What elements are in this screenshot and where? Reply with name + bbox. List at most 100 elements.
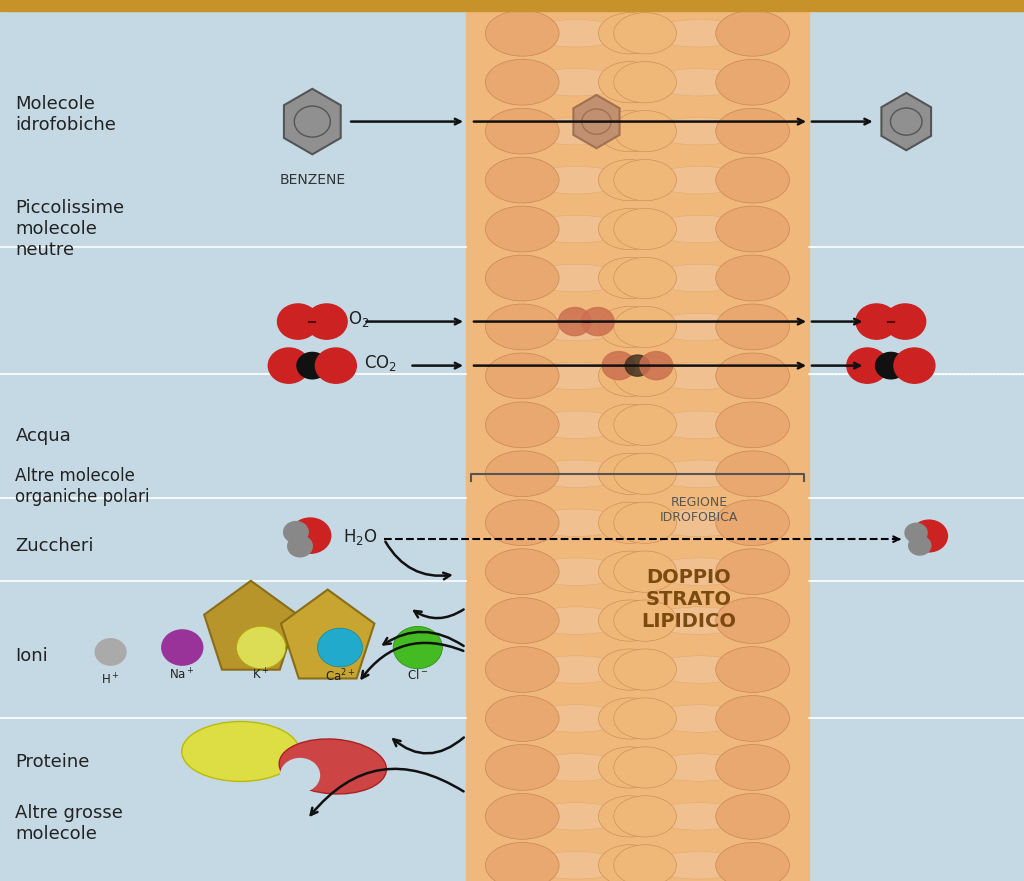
Ellipse shape	[485, 842, 559, 881]
Ellipse shape	[613, 698, 677, 739]
Ellipse shape	[527, 460, 625, 487]
Ellipse shape	[598, 209, 662, 249]
Text: Acqua: Acqua	[15, 427, 71, 445]
Ellipse shape	[650, 607, 748, 634]
Text: DOPPIO
STRATO
LIPIDICO: DOPPIO STRATO LIPIDICO	[641, 567, 736, 631]
Ellipse shape	[613, 0, 677, 5]
Polygon shape	[284, 89, 341, 154]
Circle shape	[905, 523, 927, 543]
Ellipse shape	[613, 257, 677, 299]
Ellipse shape	[527, 362, 625, 389]
FancyArrowPatch shape	[385, 542, 451, 580]
Text: O$_2$: O$_2$	[348, 309, 370, 329]
Ellipse shape	[650, 460, 748, 487]
Ellipse shape	[527, 558, 625, 585]
Ellipse shape	[527, 215, 625, 243]
Ellipse shape	[527, 852, 625, 879]
Ellipse shape	[485, 794, 559, 840]
Ellipse shape	[485, 500, 559, 545]
Ellipse shape	[716, 500, 790, 545]
Circle shape	[95, 639, 126, 665]
Text: Cl$^-$: Cl$^-$	[408, 668, 428, 682]
Ellipse shape	[598, 796, 662, 837]
Ellipse shape	[716, 402, 790, 448]
Ellipse shape	[485, 744, 559, 790]
Circle shape	[268, 348, 309, 383]
Ellipse shape	[650, 167, 748, 194]
Ellipse shape	[613, 747, 677, 788]
Ellipse shape	[716, 549, 790, 595]
Text: H$^+$: H$^+$	[101, 672, 120, 687]
Ellipse shape	[613, 796, 677, 837]
Ellipse shape	[182, 722, 299, 781]
Ellipse shape	[613, 845, 677, 881]
Ellipse shape	[613, 649, 677, 690]
Ellipse shape	[598, 12, 662, 54]
Ellipse shape	[485, 0, 559, 7]
Circle shape	[625, 355, 650, 376]
Ellipse shape	[598, 355, 662, 396]
Circle shape	[297, 352, 328, 379]
Ellipse shape	[613, 551, 677, 592]
Ellipse shape	[650, 655, 748, 684]
Ellipse shape	[613, 12, 677, 54]
Ellipse shape	[598, 307, 662, 348]
Circle shape	[306, 304, 347, 339]
Circle shape	[847, 348, 888, 383]
Text: REGIONE
IDROFOBICA: REGIONE IDROFOBICA	[659, 496, 738, 524]
Ellipse shape	[527, 314, 625, 341]
Ellipse shape	[613, 62, 677, 103]
Ellipse shape	[613, 502, 677, 544]
Ellipse shape	[527, 705, 625, 732]
Ellipse shape	[650, 314, 748, 341]
Ellipse shape	[598, 698, 662, 739]
Bar	[0, 0, 1024, 11]
Circle shape	[284, 522, 308, 543]
Ellipse shape	[613, 355, 677, 396]
Ellipse shape	[650, 19, 748, 47]
FancyArrowPatch shape	[384, 632, 464, 646]
Circle shape	[910, 520, 947, 552]
Circle shape	[640, 352, 673, 380]
Ellipse shape	[613, 307, 677, 348]
Ellipse shape	[716, 842, 790, 881]
Circle shape	[288, 536, 312, 557]
Ellipse shape	[598, 453, 662, 494]
Ellipse shape	[613, 110, 677, 152]
Ellipse shape	[485, 206, 559, 252]
Ellipse shape	[485, 549, 559, 595]
Ellipse shape	[598, 649, 662, 690]
Ellipse shape	[613, 404, 677, 446]
Ellipse shape	[485, 59, 559, 105]
Ellipse shape	[485, 696, 559, 742]
Ellipse shape	[598, 159, 662, 201]
Ellipse shape	[281, 759, 319, 792]
Ellipse shape	[716, 794, 790, 840]
Text: H$_2$O: H$_2$O	[343, 527, 378, 546]
Ellipse shape	[650, 362, 748, 389]
Ellipse shape	[485, 11, 559, 56]
Text: Ca$^{2+}$: Ca$^{2+}$	[325, 668, 355, 685]
Ellipse shape	[650, 411, 748, 439]
Circle shape	[237, 626, 286, 669]
Ellipse shape	[598, 110, 662, 152]
Ellipse shape	[485, 647, 559, 692]
Ellipse shape	[716, 157, 790, 203]
Ellipse shape	[716, 108, 790, 154]
Ellipse shape	[650, 117, 748, 144]
Text: Na$^+$: Na$^+$	[169, 668, 196, 683]
Ellipse shape	[716, 451, 790, 497]
Ellipse shape	[485, 451, 559, 497]
Ellipse shape	[598, 62, 662, 103]
Ellipse shape	[527, 117, 625, 144]
Ellipse shape	[716, 59, 790, 105]
Text: BENZENE: BENZENE	[280, 173, 345, 187]
Ellipse shape	[598, 0, 662, 5]
Circle shape	[162, 630, 203, 665]
Text: CO$_2$: CO$_2$	[364, 353, 396, 373]
Ellipse shape	[527, 19, 625, 47]
Ellipse shape	[613, 600, 677, 641]
FancyArrowPatch shape	[310, 769, 464, 815]
Ellipse shape	[527, 411, 625, 439]
Text: Zuccheri: Zuccheri	[15, 537, 94, 555]
